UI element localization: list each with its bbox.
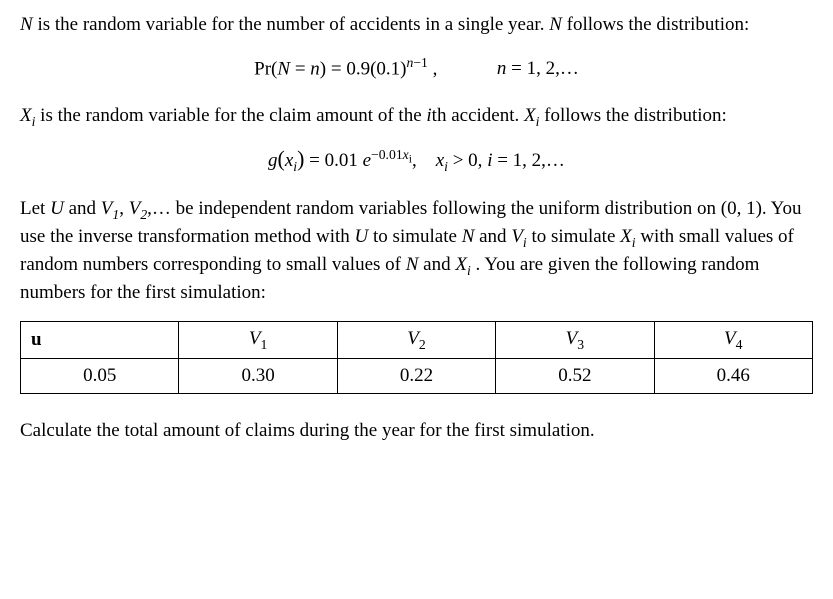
cell-u: 0.05 [21, 358, 179, 394]
fn-g: g [268, 150, 278, 171]
eq-text: = 1, 2,… [506, 58, 578, 79]
eq-text: > 0, [448, 150, 487, 171]
text: th accident. [432, 105, 524, 126]
eq-comma: , [428, 58, 438, 79]
var-Vi: Vi [511, 226, 526, 247]
var-N: N [20, 14, 33, 35]
var-Xi: Xi [620, 226, 635, 247]
random-numbers-table: u V1 V2 V3 V4 0.05 0.30 0.22 0.52 0.46 [20, 321, 813, 395]
var-n: n [310, 58, 320, 79]
col-header-v4: V4 [654, 321, 812, 358]
var-n: n [497, 58, 507, 79]
text: follows the distribution: [562, 14, 749, 35]
eq-text: ) = 0.9(0.1) [320, 58, 407, 79]
eq-text: Pr( [254, 58, 277, 79]
cell-v3: 0.52 [496, 358, 654, 394]
col-header-v3: V3 [496, 321, 654, 358]
exponent: −0.01xi [371, 147, 412, 162]
equation-g-xi: g(xi) = 0.01 e−0.01xi, xi > 0, i = 1, 2,… [20, 144, 813, 176]
eq-text: = [290, 58, 310, 79]
var-Xi: Xi [455, 254, 470, 275]
eq-text: = 0.01 [304, 150, 362, 171]
eq-text: = 1, 2,… [492, 150, 564, 171]
col-header-v1: V1 [179, 321, 337, 358]
eq-text: , [412, 150, 436, 171]
col-header-v2: V2 [337, 321, 495, 358]
const-e: e [363, 150, 371, 171]
exp-minus: − [413, 55, 421, 70]
exp-one: 1 [421, 55, 428, 70]
var-Xi: Xi [524, 105, 539, 126]
text: and [64, 198, 101, 219]
text: follows the distribution: [539, 105, 726, 126]
var-U: U [355, 226, 369, 247]
cell-v2: 0.22 [337, 358, 495, 394]
table-value-row: 0.05 0.30 0.22 0.52 0.46 [21, 358, 813, 394]
text: to simulate [527, 226, 620, 247]
problem-paragraph-3: Let U and V1, V2,… be independent random… [20, 196, 813, 306]
col-header-u: u [21, 321, 179, 358]
equation-pr-n: Pr(N = n) = 0.9(0.1)n−1 , n = 1, 2,… [20, 53, 813, 83]
var-Xi: Xi [20, 105, 35, 126]
text: is the random variable for the number of… [33, 14, 550, 35]
text: is the random variable for the claim amo… [35, 105, 426, 126]
text: Let [20, 198, 50, 219]
table-header-row: u V1 V2 V3 V4 [21, 321, 813, 358]
var-xi: xi [285, 150, 297, 171]
paren: ( [278, 147, 285, 171]
var-xi: xi [436, 150, 448, 171]
var-N: N [549, 14, 562, 35]
var-N: N [406, 254, 419, 275]
var-N: N [462, 226, 475, 247]
text: and [418, 254, 455, 275]
text: and [474, 226, 511, 247]
problem-question: Calculate the total amount of claims dur… [20, 418, 813, 445]
problem-paragraph-1: N is the random variable for the number … [20, 12, 813, 39]
var-V2: V2 [129, 198, 147, 219]
var-U: U [50, 198, 64, 219]
cell-v4: 0.46 [654, 358, 812, 394]
var-N: N [277, 58, 290, 79]
text: , [119, 198, 129, 219]
text: to simulate [368, 226, 461, 247]
var-V1: V1 [101, 198, 119, 219]
problem-paragraph-2: Xi is the random variable for the claim … [20, 103, 813, 131]
cell-v1: 0.30 [179, 358, 337, 394]
